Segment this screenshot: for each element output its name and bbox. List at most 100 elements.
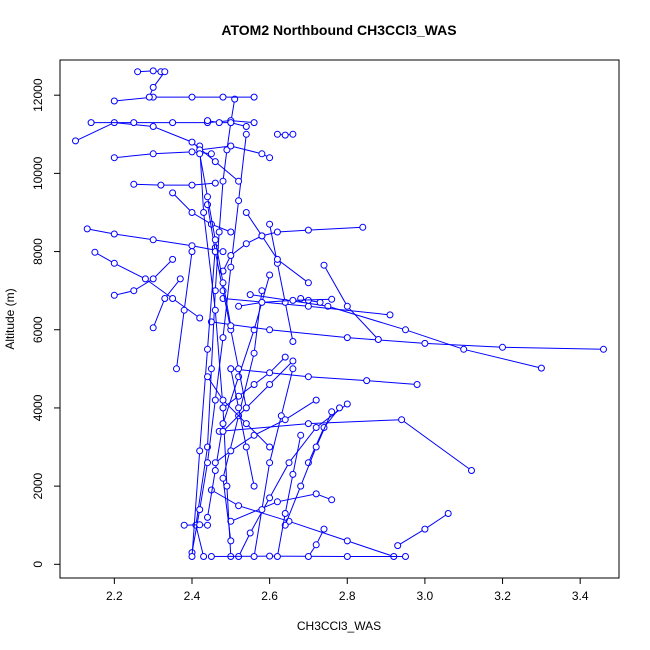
data-point — [258, 232, 266, 240]
data-point — [316, 298, 324, 306]
data-point — [72, 137, 79, 145]
series-28 — [273, 130, 297, 139]
data-point — [169, 189, 177, 197]
data-point — [343, 334, 351, 342]
series-37 — [304, 404, 343, 467]
data-point — [141, 275, 149, 283]
data-point — [227, 537, 235, 545]
data-point — [304, 553, 312, 560]
series-23 — [134, 67, 165, 76]
series-line — [219, 419, 472, 471]
series-line — [211, 321, 604, 350]
data-point — [250, 349, 258, 357]
data-point — [343, 553, 351, 560]
x-tick-label: 3.2 — [494, 589, 511, 603]
data-point — [173, 365, 180, 373]
data-point — [83, 225, 91, 233]
data-point — [200, 553, 208, 560]
data-point — [227, 263, 235, 271]
series-line — [222, 360, 294, 432]
data-point — [235, 197, 243, 205]
data-point — [149, 236, 157, 244]
x-tick-label: 2.6 — [261, 589, 278, 603]
data-point — [273, 498, 281, 506]
series-2 — [188, 130, 250, 557]
data-point — [188, 248, 196, 256]
data-point — [250, 482, 258, 490]
data-point — [180, 521, 188, 529]
data-point — [207, 150, 215, 158]
data-point — [258, 150, 266, 158]
series-20 — [72, 119, 243, 185]
y-tick-label: 8000 — [31, 238, 45, 265]
y-tick-label: 10000 — [31, 156, 45, 190]
data-point — [196, 521, 204, 529]
series-line — [269, 224, 294, 342]
data-point — [227, 252, 235, 259]
series-49 — [196, 150, 235, 330]
series-layer — [72, 67, 607, 560]
data-point — [258, 287, 266, 295]
data-point — [242, 130, 250, 138]
data-point — [91, 248, 99, 256]
data-point — [204, 345, 211, 353]
data-point — [343, 400, 351, 408]
data-point — [196, 447, 204, 455]
data-point — [363, 377, 371, 385]
data-point — [134, 68, 142, 76]
series-16 — [215, 416, 475, 474]
data-point — [312, 541, 320, 549]
data-point — [204, 193, 211, 201]
data-point — [320, 261, 328, 269]
series-19 — [227, 490, 336, 525]
data-point — [235, 302, 243, 310]
data-point — [161, 295, 169, 302]
data-point — [468, 467, 475, 474]
data-point — [188, 181, 196, 189]
data-point — [235, 404, 243, 412]
series-25 — [110, 148, 215, 162]
data-point — [130, 180, 138, 188]
data-point — [320, 525, 328, 533]
data-point — [227, 322, 235, 330]
series-line — [199, 145, 232, 557]
data-point — [219, 474, 227, 482]
series-12 — [246, 291, 545, 372]
data-point — [215, 228, 223, 236]
data-point — [304, 302, 312, 310]
series-line — [133, 182, 216, 186]
series-29 — [266, 220, 297, 345]
data-point — [149, 275, 157, 283]
data-point — [312, 396, 320, 404]
data-point — [266, 220, 274, 228]
data-point — [499, 343, 506, 351]
data-point — [312, 424, 320, 431]
data-point — [180, 306, 188, 314]
data-point — [312, 490, 320, 498]
data-point — [250, 553, 258, 560]
series-5 — [207, 486, 398, 560]
data-point — [211, 179, 219, 187]
data-point — [328, 408, 336, 416]
data-point — [281, 353, 289, 361]
data-point — [211, 158, 219, 166]
data-point — [281, 510, 289, 517]
data-point — [219, 404, 227, 412]
data-point — [600, 345, 607, 353]
data-point — [227, 517, 235, 525]
data-point — [149, 123, 157, 130]
data-point — [374, 336, 382, 343]
data-point — [169, 119, 177, 127]
series-line — [91, 120, 255, 124]
series-44 — [204, 373, 274, 451]
data-point — [169, 295, 177, 302]
series-33 — [180, 521, 211, 529]
data-point — [235, 502, 243, 510]
data-point — [273, 228, 281, 236]
data-point — [87, 119, 95, 127]
data-point — [266, 369, 274, 377]
data-point — [250, 93, 258, 101]
data-point — [215, 119, 223, 127]
data-point — [421, 525, 429, 533]
